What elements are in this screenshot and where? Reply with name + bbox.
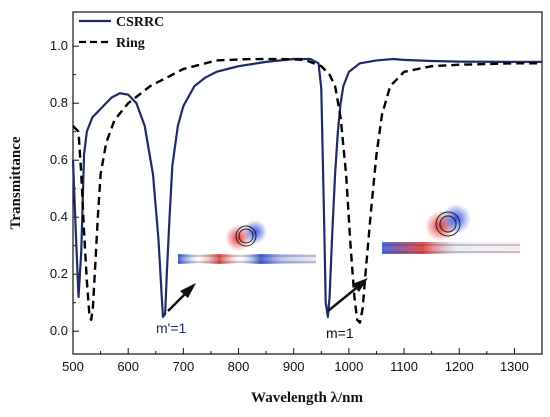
inset-field-map-right <box>382 204 520 254</box>
annotation-arrow-right <box>327 278 368 312</box>
x-tick-label: 600 <box>117 359 139 374</box>
y-tick-label: 0.4 <box>50 209 68 224</box>
annotation-m-prime-1: m'=1 <box>156 320 187 336</box>
x-tick-label: 900 <box>283 359 305 374</box>
x-tick-label: 800 <box>228 359 250 374</box>
y-tick-label: 0.6 <box>50 152 68 167</box>
x-tick-label: 700 <box>173 359 195 374</box>
legend-label-ring: Ring <box>116 36 145 51</box>
series-layer <box>71 57 542 324</box>
y-axis: 0.0 0.2 0.4 0.6 0.8 1.0 <box>50 38 79 338</box>
annotation-m-1: m=1 <box>326 325 354 341</box>
legend-label-csrrc: CSRRC <box>116 15 164 30</box>
legend: CSRRC Ring <box>79 15 164 51</box>
series-line-ring <box>72 57 542 324</box>
x-tick-label: 1100 <box>390 359 418 374</box>
inset-field-map-left <box>178 220 316 264</box>
x-tick-label: 1200 <box>445 359 474 374</box>
y-axis-title: Transmittance <box>8 136 24 229</box>
x-tick-label: 500 <box>62 359 84 374</box>
x-tick-label: 1300 <box>500 359 529 374</box>
x-axis: 500 600 700 800 900 1000 1100 1200 1300 <box>62 348 529 374</box>
series-line-csrrc <box>71 57 542 319</box>
x-axis-title: Wavelength λ/nm <box>251 390 363 406</box>
y-tick-label: 0.2 <box>50 266 68 281</box>
x-tick-label: 1000 <box>334 359 363 374</box>
annotation-arrow-left <box>167 283 196 312</box>
y-tick-label: 0.0 <box>50 323 68 338</box>
y-tick-label: 0.8 <box>50 95 68 110</box>
y-tick-label: 1.0 <box>50 38 68 53</box>
